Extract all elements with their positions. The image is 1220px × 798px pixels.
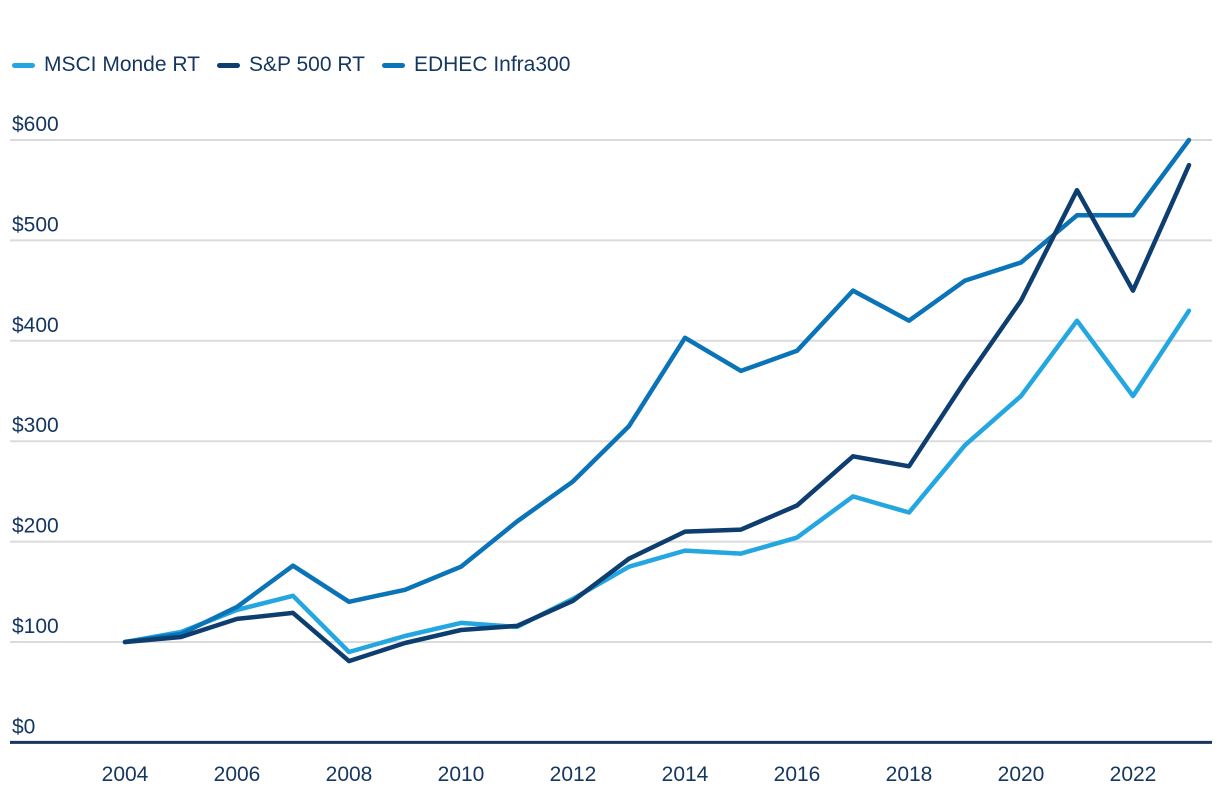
y-tick-label: $100 bbox=[12, 615, 59, 638]
x-tick-label: 2014 bbox=[662, 763, 709, 786]
x-tick-label: 2006 bbox=[214, 763, 261, 786]
legend: MSCI Monde RT S&P 500 RT EDHEC Infra300 bbox=[12, 52, 570, 78]
legend-label: EDHEC Infra300 bbox=[413, 53, 571, 76]
legend-item-msci-monde-rt: MSCI Monde RT bbox=[12, 52, 200, 78]
x-tick-label: 2010 bbox=[438, 763, 485, 786]
y-tick-label: $300 bbox=[12, 414, 59, 437]
series-line-s-p-500-rt bbox=[122, 162, 1192, 664]
x-tick-label: 2022 bbox=[1110, 763, 1157, 786]
series-line-msci-monde-rt bbox=[122, 308, 1192, 655]
y-tick-label: $400 bbox=[12, 314, 59, 337]
legend-swatch-icon bbox=[381, 62, 405, 68]
legend-item-edhec-infra300: EDHEC Infra300 bbox=[381, 52, 571, 78]
x-tick-label: 2016 bbox=[774, 763, 821, 786]
legend-swatch-icon bbox=[217, 62, 240, 68]
y-tick-label: $600 bbox=[12, 113, 59, 136]
series-line-edhec-infra300 bbox=[122, 137, 1192, 645]
y-tick-label: $0 bbox=[12, 715, 35, 738]
x-tick-label: 2020 bbox=[998, 763, 1045, 786]
x-tick-label: 2004 bbox=[102, 763, 149, 786]
legend-swatch-icon bbox=[12, 62, 35, 68]
legend-item-s-p-500-rt: S&P 500 RT bbox=[217, 52, 365, 78]
legend-label: S&P 500 RT bbox=[249, 53, 365, 76]
x-tick-label: 2008 bbox=[326, 763, 373, 786]
y-tick-label: $500 bbox=[12, 213, 59, 236]
x-tick-label: 2018 bbox=[886, 763, 933, 786]
y-tick-label: $200 bbox=[12, 515, 59, 538]
x-tick-label: 2012 bbox=[550, 763, 597, 786]
legend-label: MSCI Monde RT bbox=[44, 53, 200, 76]
